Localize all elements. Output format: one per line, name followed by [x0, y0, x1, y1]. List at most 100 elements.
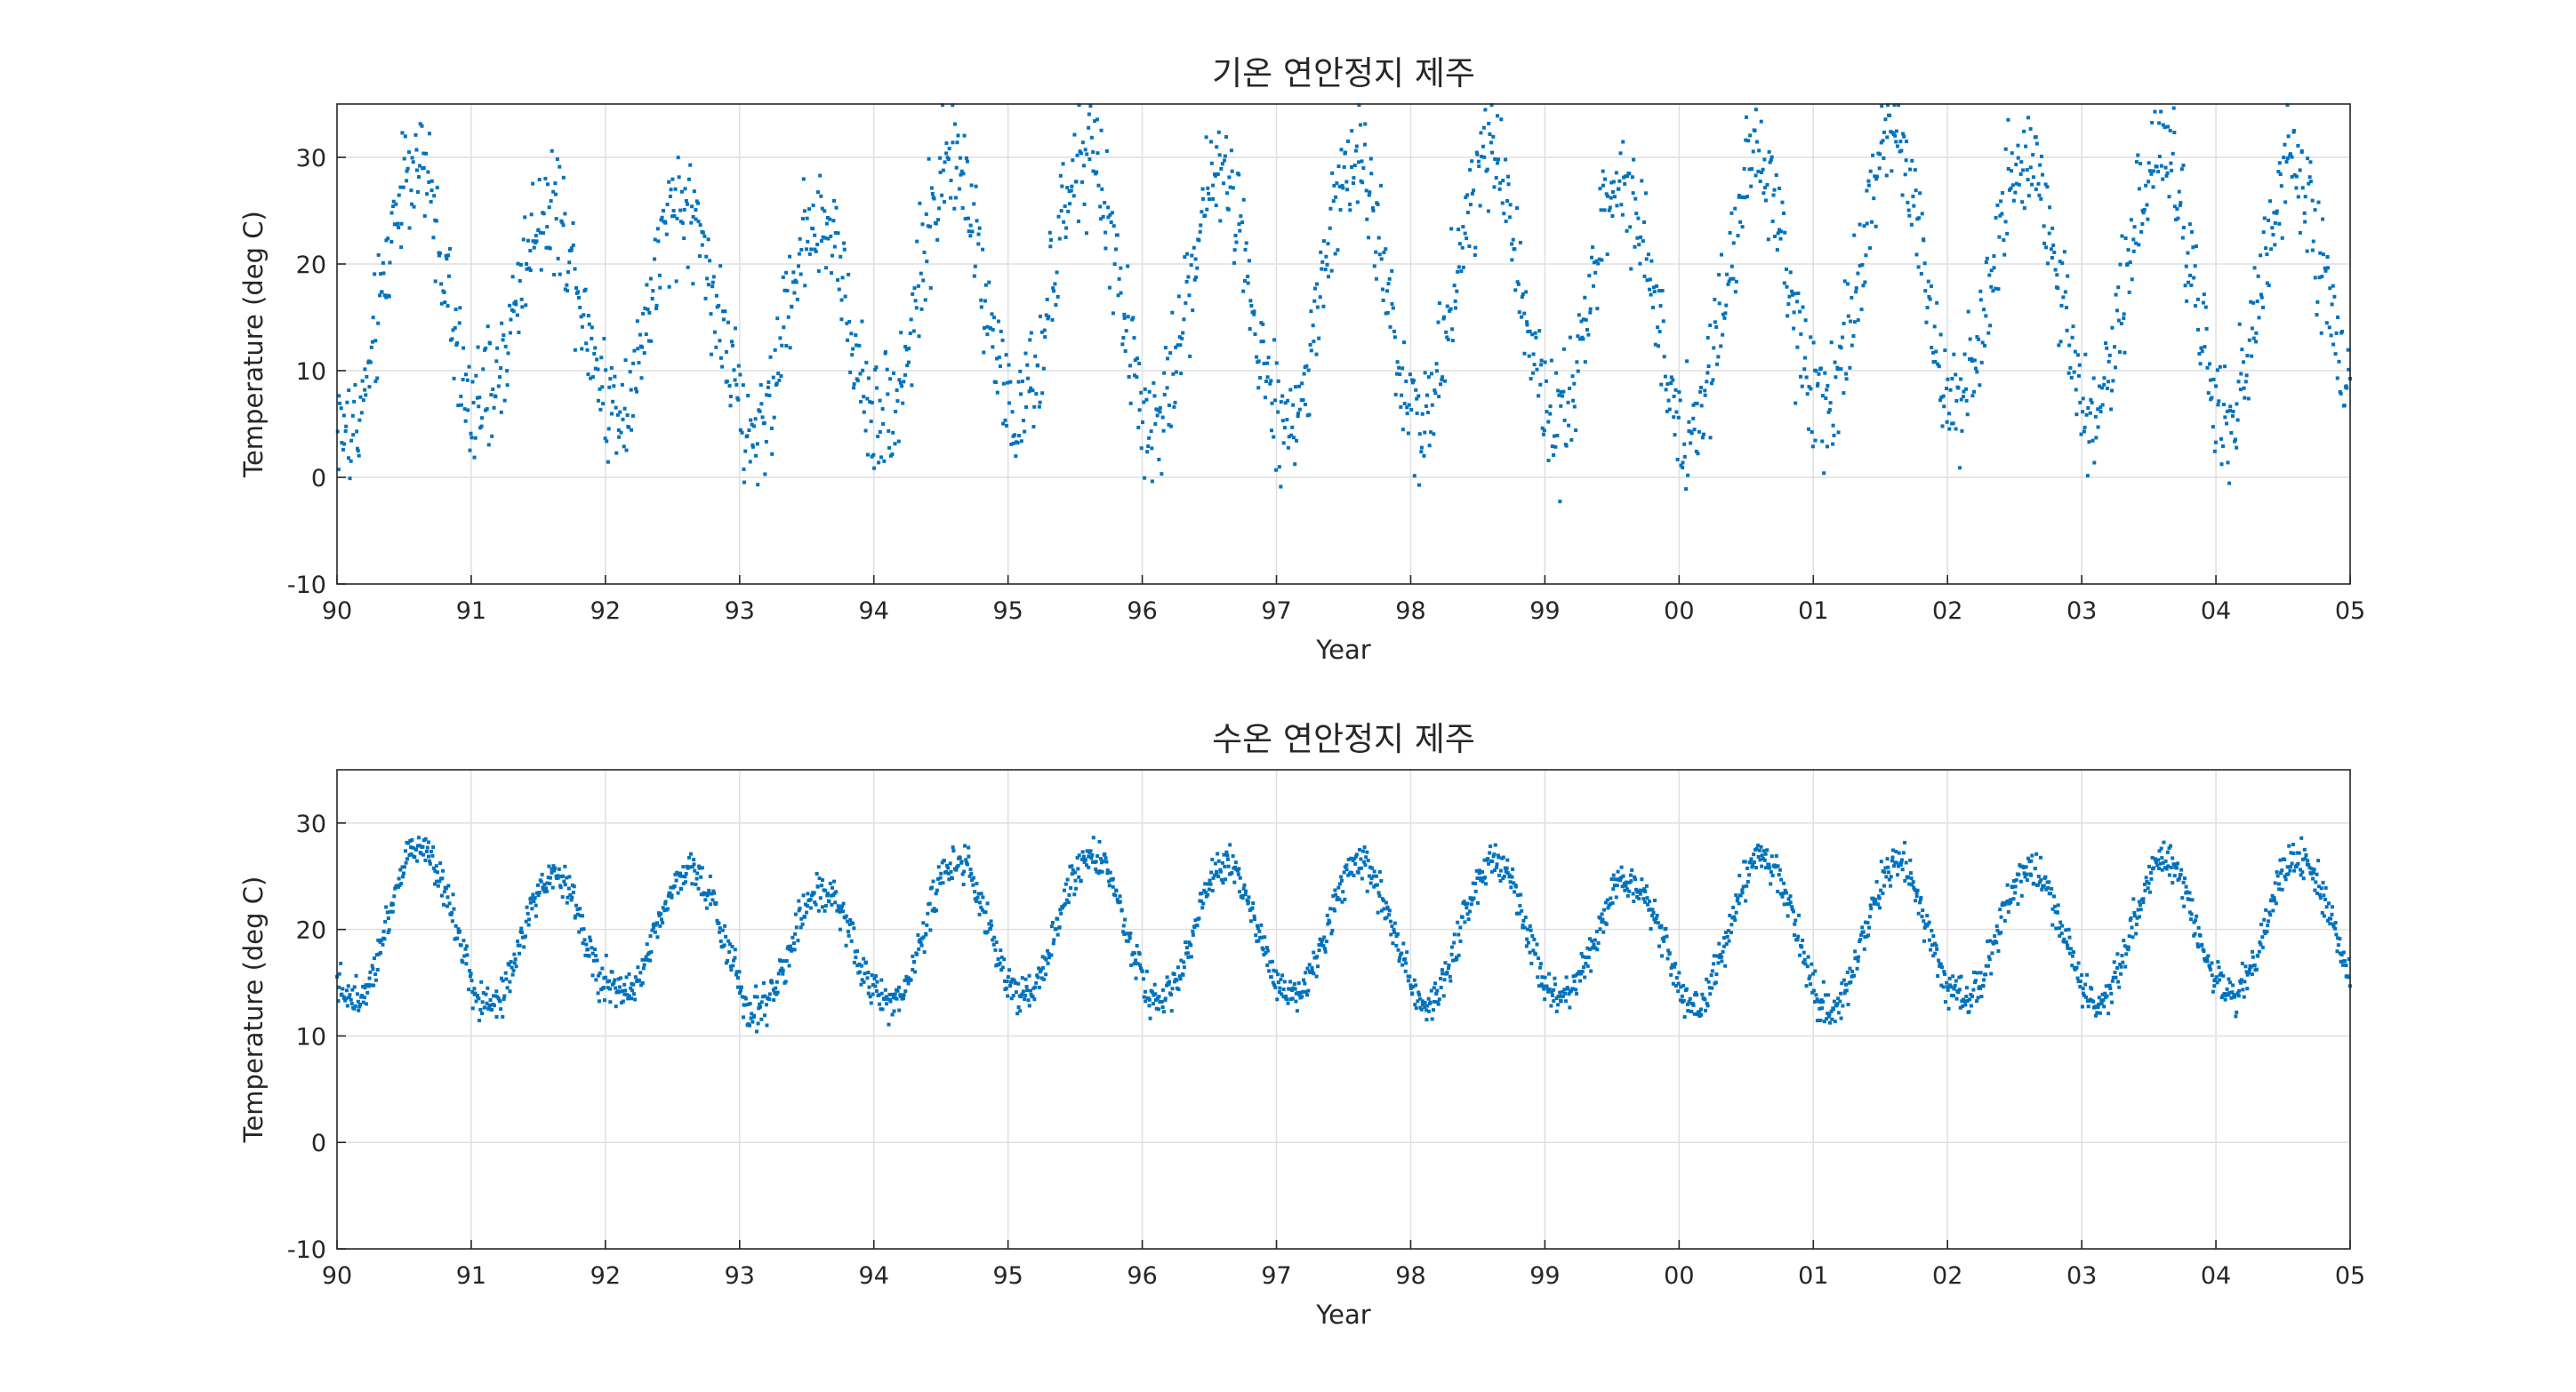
x-tick-labels: 90 91 92 93 94 95 96 97 98 99 00 01 02 03 04 05 — [322, 597, 2365, 625]
data-point — [349, 997, 353, 1002]
data-point — [956, 863, 960, 868]
data-point — [977, 226, 982, 230]
data-point — [801, 217, 806, 221]
data-point — [802, 209, 807, 213]
data-point — [2138, 903, 2142, 908]
data-point — [2169, 161, 2173, 165]
data-point — [869, 420, 873, 424]
data-point — [1447, 963, 1451, 967]
data-point — [878, 430, 882, 435]
data-point — [855, 343, 859, 348]
data-point — [2188, 273, 2193, 277]
data-point — [1652, 917, 1657, 922]
data-point — [1531, 371, 1536, 375]
data-point — [1629, 879, 1633, 884]
data-point — [1204, 135, 1208, 140]
data-point — [2233, 993, 2237, 997]
data-point — [445, 895, 450, 900]
data-point — [1849, 980, 1853, 984]
data-point — [1713, 320, 1717, 324]
data-point — [1352, 873, 1356, 877]
data-point — [2013, 891, 2018, 895]
data-point — [2228, 408, 2233, 412]
data-point — [1244, 241, 1248, 245]
data-point — [1556, 388, 1561, 393]
data-point — [565, 876, 569, 880]
data-point — [927, 224, 932, 228]
data-point — [1625, 887, 1629, 892]
data-point — [748, 460, 752, 464]
data-point — [1540, 426, 1545, 430]
data-point — [1717, 273, 1721, 277]
data-point — [1180, 336, 1184, 340]
data-point — [2034, 141, 2039, 146]
data-point — [547, 205, 551, 210]
data-point — [1398, 956, 1402, 960]
data-point — [1093, 119, 1097, 124]
data-point — [390, 909, 395, 914]
data-point — [1044, 972, 1048, 977]
data-point — [1657, 344, 1661, 348]
data-point — [544, 245, 549, 250]
data-point — [1588, 937, 1593, 941]
data-point — [1620, 212, 1625, 217]
data-point — [1206, 186, 1210, 190]
data-point — [1733, 290, 1737, 294]
data-point — [2131, 935, 2135, 940]
data-point — [864, 360, 869, 364]
data-point — [1430, 1017, 1434, 1021]
x-tick-label: 90 — [322, 597, 352, 625]
data-point — [494, 994, 498, 998]
data-point — [465, 953, 469, 957]
data-point — [1841, 335, 1845, 340]
data-point — [617, 435, 622, 439]
data-point — [893, 442, 897, 446]
data-point — [1897, 851, 1901, 855]
data-point — [2274, 901, 2278, 906]
x-tick-label: 97 — [1261, 597, 1291, 625]
data-point — [1554, 996, 1559, 1001]
data-point — [1163, 996, 1168, 1001]
data-point — [1856, 959, 1860, 964]
data-point — [1319, 250, 1323, 254]
data-point — [1537, 329, 1542, 333]
data-point — [1583, 360, 1587, 364]
data-point — [2189, 284, 2194, 288]
data-point — [2077, 363, 2082, 367]
data-point — [1542, 428, 1546, 433]
data-point — [1375, 874, 1379, 878]
data-point — [1908, 858, 1913, 862]
data-point — [2288, 864, 2292, 868]
data-point — [936, 218, 941, 222]
data-point — [1744, 138, 1748, 142]
data-point — [1357, 867, 1361, 871]
data-point — [1516, 282, 1521, 286]
data-point — [492, 405, 496, 410]
data-point — [1979, 360, 1984, 364]
data-point — [1543, 360, 1547, 364]
data-point — [2227, 977, 2231, 981]
data-point — [1803, 318, 1808, 323]
data-point — [1178, 977, 1183, 981]
data-point — [1770, 874, 1775, 878]
data-point — [828, 881, 832, 885]
data-point — [2307, 863, 2311, 868]
data-point — [1317, 336, 1321, 340]
data-point — [784, 270, 789, 275]
data-point — [499, 976, 503, 980]
data-point — [914, 306, 919, 310]
data-point — [2096, 1002, 2100, 1006]
data-point — [484, 346, 488, 350]
data-point — [710, 284, 715, 289]
data-point — [1984, 972, 1988, 977]
data-point — [820, 206, 824, 211]
data-point — [1107, 884, 1111, 888]
data-point — [1210, 888, 1215, 892]
data-point — [1395, 360, 1400, 364]
data-point — [404, 849, 408, 853]
data-point — [792, 948, 797, 952]
data-point — [1984, 964, 1988, 968]
data-point — [379, 272, 383, 276]
data-point — [604, 975, 608, 980]
data-point — [890, 992, 895, 996]
